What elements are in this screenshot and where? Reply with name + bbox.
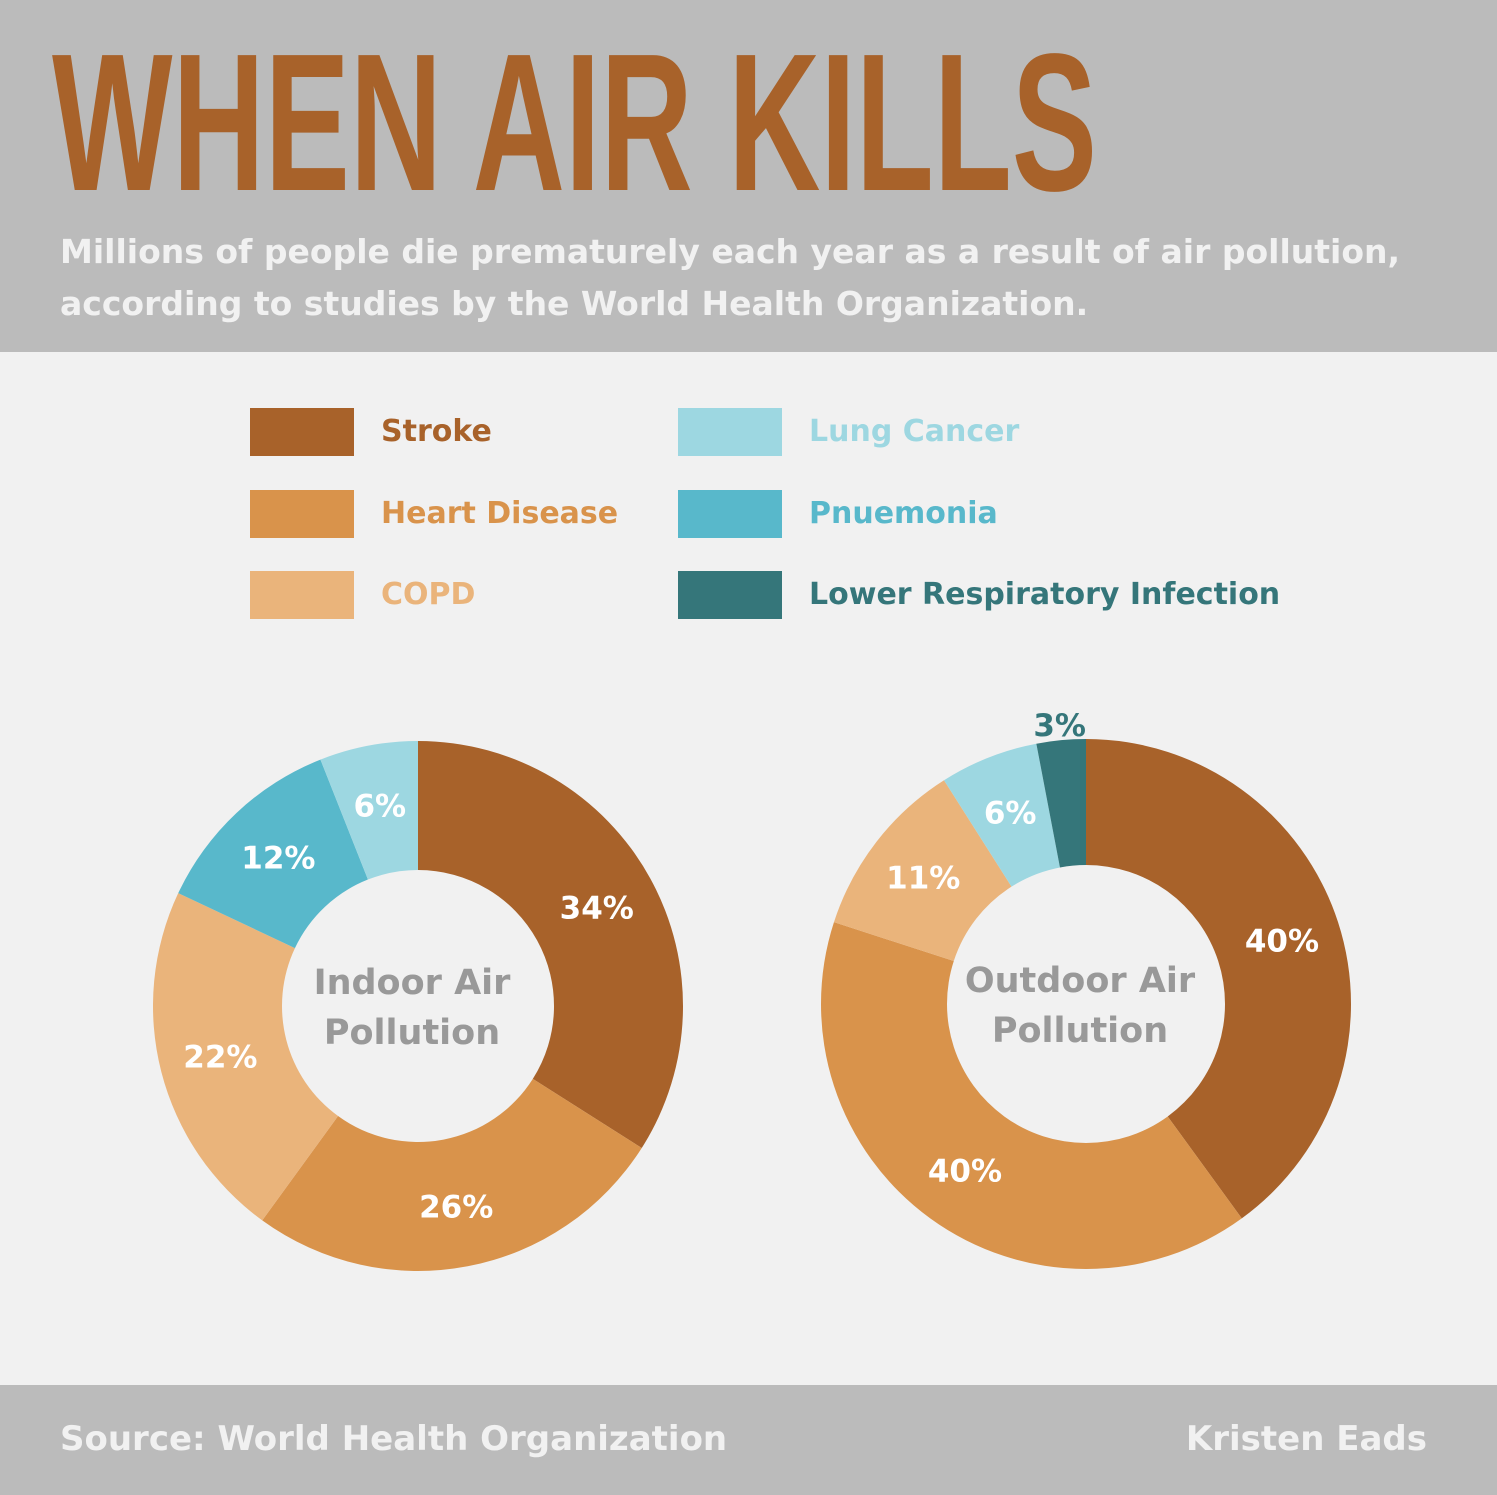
- indoor-slice-label-heart-disease: 26%: [419, 1189, 493, 1225]
- legend-swatch-lower-respiratory-infection: [678, 571, 782, 619]
- legend-label-lower-respiratory-infection: Lower Respiratory Infection: [809, 577, 1281, 612]
- author-credit: Kristen Eads: [1185, 1419, 1427, 1459]
- legend-label-copd: COPD: [381, 577, 476, 612]
- legend-swatch-pnuemonia: [678, 490, 782, 538]
- outdoor-slice-label-heart-disease: 40%: [928, 1154, 1002, 1190]
- outdoor-slice-label-stroke: 40%: [1245, 923, 1319, 959]
- subtitle-line-1: Millions of people die prematurely each …: [60, 232, 1401, 271]
- indoor-slice-label-copd: 22%: [183, 1040, 257, 1076]
- legend-swatch-heart-disease: [250, 490, 354, 538]
- indoor-slice-heart-disease: [262, 1078, 642, 1271]
- indoor-center-label-line-1: Indoor Air: [314, 963, 512, 1003]
- outdoor-slice-heart-disease: [821, 922, 1242, 1269]
- outdoor-slice-lower-respiratory-infection: [1036, 739, 1086, 868]
- outdoor-air-pollution-donut-chart: 40% 40% 11% 6% 3% Outdoor Air Pollution: [748, 660, 1497, 1360]
- indoor-donut-svg: 34% 26% 22% 12% 6% Indoor Air Pollution: [153, 741, 683, 1271]
- legend-label-pnuemonia: Pnuemonia: [809, 496, 998, 531]
- page-subtitle: Millions of people die prematurely each …: [60, 226, 1440, 330]
- legend-swatch-lung-cancer: [678, 408, 782, 456]
- outdoor-slice-label-lung-cancer: 6%: [984, 795, 1037, 831]
- legend-label-heart-disease: Heart Disease: [381, 496, 619, 531]
- indoor-slice-label-pnuemonia: 12%: [241, 840, 315, 876]
- footer-banner: Source: World Health Organization Kriste…: [0, 1385, 1497, 1495]
- outdoor-slice-stroke: [1086, 739, 1351, 1219]
- outdoor-center-label-line-1: Outdoor Air: [965, 961, 1196, 1001]
- legend-label-stroke: Stroke: [381, 414, 492, 449]
- subtitle-line-2: according to studies by the World Health…: [60, 284, 1089, 323]
- outdoor-slice-lung-cancer: [944, 743, 1060, 887]
- indoor-air-pollution-donut-chart: 34% 26% 22% 12% 6% Indoor Air Pollution: [0, 660, 748, 1360]
- legend-label-lung-cancer: Lung Cancer: [809, 414, 1020, 449]
- outdoor-center-label-line-2: Pollution: [992, 1011, 1168, 1051]
- legend-swatch-copd: [250, 571, 354, 619]
- legend-swatch-stroke: [250, 408, 354, 456]
- outdoor-slice-label-lower-respiratory-infection: 3%: [1033, 708, 1086, 744]
- source-credit: Source: World Health Organization: [60, 1419, 728, 1459]
- indoor-slice-label-stroke: 34%: [560, 891, 634, 927]
- outdoor-slice-label-copd: 11%: [886, 861, 960, 897]
- outdoor-slice-copd: [833, 780, 1012, 962]
- page-title: WHEN AIR KILLS: [52, 40, 1152, 210]
- indoor-center-label-line-2: Pollution: [324, 1013, 500, 1053]
- indoor-slice-stroke: [418, 741, 683, 1148]
- outdoor-donut-svg: 40% 40% 11% 6% 3% Outdoor Air Pollution: [821, 708, 1351, 1269]
- page-title-text: WHEN AIR KILLS: [52, 40, 1097, 210]
- header-banner: WHEN AIR KILLS Millions of people die pr…: [0, 0, 1497, 352]
- indoor-slice-lung-cancer: [320, 741, 418, 880]
- indoor-slice-label-lung-cancer: 6%: [353, 789, 406, 825]
- indoor-slice-pnuemonia: [178, 759, 368, 949]
- indoor-slice-copd: [153, 893, 339, 1221]
